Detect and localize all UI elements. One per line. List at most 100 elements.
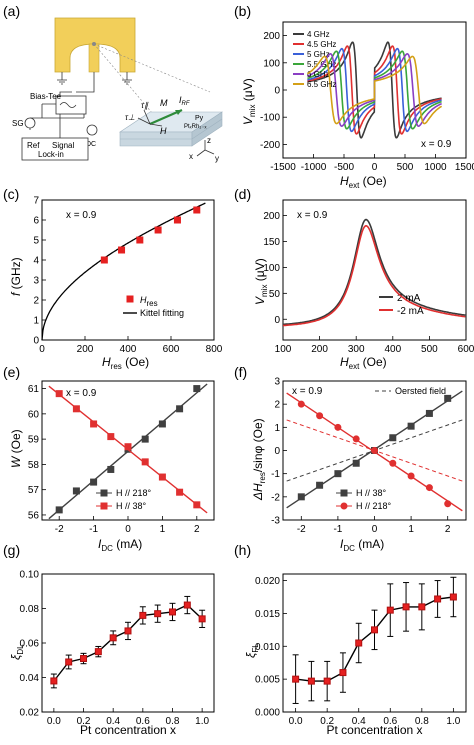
x-tick-label: 0 bbox=[39, 344, 45, 355]
x-axis-label-sub: DC bbox=[101, 544, 113, 553]
x-axis-label: IDC (mA) bbox=[98, 537, 142, 553]
y-tick-label: 3 bbox=[274, 377, 280, 388]
data-point bbox=[316, 481, 324, 489]
y-axis-label-unit: (μV) bbox=[253, 258, 267, 284]
x-axis-label-unit: (Oe) bbox=[359, 174, 386, 188]
x-axis-label-main: I bbox=[98, 537, 102, 551]
x-tick-label: 0.4 bbox=[352, 716, 366, 727]
y-tick-label: 1 bbox=[33, 316, 39, 327]
ref-label: Ref bbox=[27, 141, 40, 150]
x-tick-label: 1000 bbox=[424, 162, 447, 173]
series-line bbox=[282, 218, 466, 326]
y-axis-label-sub: mix bbox=[248, 105, 257, 117]
series-line bbox=[53, 604, 203, 682]
data-point bbox=[90, 478, 98, 486]
data-point bbox=[141, 435, 149, 443]
y-tick-label: 0.02 bbox=[20, 708, 40, 719]
annotation: x = 0.9 bbox=[66, 388, 97, 399]
x-axis-label-unit: (mA) bbox=[113, 537, 142, 551]
x-axis-label: Hext (Oe) bbox=[340, 174, 387, 190]
data-point bbox=[139, 611, 147, 619]
x-tick-label: 300 bbox=[348, 344, 365, 355]
x-tick-label: 1.0 bbox=[195, 716, 209, 727]
data-point bbox=[109, 634, 117, 642]
data-point bbox=[154, 226, 162, 234]
legend-label: -2 mA bbox=[397, 306, 424, 317]
x-tick-label: 0 bbox=[372, 524, 378, 535]
y-axis-label-unit: /sinφ (Oe) bbox=[251, 418, 265, 472]
y-tick-label: 61 bbox=[28, 384, 40, 395]
x-tick-label: 200 bbox=[311, 344, 328, 355]
y-tick-label: 100 bbox=[263, 58, 280, 69]
axis-x-label: x bbox=[189, 152, 193, 161]
y-tick-label: -100 bbox=[260, 113, 280, 124]
panel-label-d: (d) bbox=[234, 186, 251, 202]
x-axis-label-sub: res bbox=[111, 362, 122, 371]
data-point bbox=[55, 506, 63, 514]
x-tick-label: 0.0 bbox=[289, 716, 303, 727]
legend-label: 5 GHz bbox=[307, 50, 330, 59]
y-tick-label: -1 bbox=[271, 469, 280, 480]
data-point bbox=[444, 394, 452, 402]
y-axis-label-main: ξ bbox=[9, 654, 23, 660]
data-point bbox=[183, 601, 191, 609]
x-tick-label: 1500 bbox=[455, 162, 474, 173]
data-point bbox=[193, 385, 201, 393]
data-point bbox=[389, 459, 397, 467]
x-tick-label: 0.2 bbox=[320, 716, 334, 727]
x-tick-label: 0.4 bbox=[106, 716, 120, 727]
data-point bbox=[352, 435, 360, 443]
y-tick-label: 0.10 bbox=[20, 570, 40, 581]
x-tick-label: 0.0 bbox=[47, 716, 61, 727]
y-tick-label: -200 bbox=[260, 140, 280, 151]
lock-in-box bbox=[21, 137, 89, 161]
x-tick-label: 600 bbox=[163, 344, 180, 355]
legend-label: 2 mA bbox=[397, 293, 421, 304]
dc-label: DC bbox=[86, 141, 96, 148]
panel-label-f: (f) bbox=[234, 364, 247, 380]
x-tick-label: 0.6 bbox=[383, 716, 397, 727]
panel-label-a: (a) bbox=[3, 3, 20, 19]
y-tick-label: 0.000 bbox=[255, 708, 280, 719]
annotation: x = 0.9 bbox=[66, 210, 97, 221]
y-tick-label: 4 bbox=[33, 256, 39, 267]
bias-tee-box bbox=[55, 95, 87, 115]
y-tick-label: 0 bbox=[274, 86, 280, 97]
y-tick-label: 0.005 bbox=[255, 675, 280, 686]
data-point bbox=[118, 246, 126, 254]
data-point bbox=[124, 627, 132, 635]
h-label: H bbox=[160, 126, 167, 136]
y-tick-label: 3 bbox=[33, 276, 39, 287]
data-point bbox=[141, 458, 149, 466]
annotation: x = 0.9 bbox=[421, 139, 452, 150]
data-point bbox=[168, 608, 176, 616]
tau-perp-label: τ⊥ bbox=[125, 113, 135, 122]
plot-frame bbox=[282, 199, 467, 341]
y-axis-label-sub: mix bbox=[260, 285, 269, 297]
y-tick-label: 0.04 bbox=[20, 673, 40, 684]
zoom-lines bbox=[93, 43, 211, 121]
x-tick-label: -2 bbox=[55, 524, 64, 535]
x-axis-label: IDC (mA) bbox=[340, 537, 384, 553]
data-point bbox=[193, 501, 201, 509]
x-axis-label-sub: ext bbox=[349, 362, 360, 371]
plot-frame bbox=[41, 199, 215, 341]
device-schematic: Bias-Tee SG DC Ref Signal Lock-in Py Ptₓ… bbox=[12, 17, 223, 163]
series-line bbox=[306, 55, 443, 125]
y-tick-label: 0.020 bbox=[255, 576, 280, 587]
legend-marker bbox=[340, 489, 348, 497]
data-point bbox=[107, 465, 115, 473]
y-axis-label-main: V bbox=[253, 296, 267, 305]
x-axis-label: Hext (Oe) bbox=[340, 355, 387, 371]
data-point bbox=[173, 216, 181, 224]
x-axis-label-sub: DC bbox=[343, 544, 355, 553]
ptrh-label: PtₓRh₁₋ₓ bbox=[184, 124, 206, 130]
x-tick-label: 0 bbox=[372, 162, 378, 173]
x-axis-label-main: H bbox=[340, 355, 349, 369]
data-point bbox=[124, 443, 132, 451]
m-label: M bbox=[160, 98, 168, 108]
y-axis-label: f (GHz) bbox=[9, 257, 23, 296]
data-point bbox=[65, 658, 73, 666]
data-point bbox=[176, 488, 184, 496]
data-point bbox=[100, 256, 108, 264]
